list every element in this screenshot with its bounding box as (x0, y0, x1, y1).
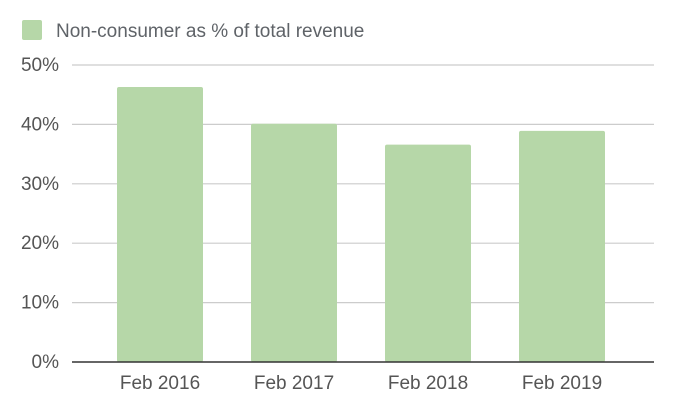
legend-swatch (22, 20, 42, 40)
y-tick-label: 10% (21, 293, 59, 314)
y-tick-label: 30% (21, 174, 59, 195)
y-tick-label: 20% (21, 233, 59, 254)
bar-feb-2018 (385, 144, 471, 362)
tick-labels: 0% 10% 20% 30% 40% 50% Feb 2016 Feb 2017 Feb 201… (21, 55, 602, 394)
y-tick-label: 0% (32, 352, 60, 373)
x-tick-label: Feb 2019 (522, 373, 602, 394)
bars (117, 86, 605, 362)
legend: Non-consumer as % of total revenue (22, 20, 364, 42)
y-tick-label: 40% (21, 114, 59, 135)
x-tick-label: Feb 2018 (388, 373, 468, 394)
y-tick-label: 50% (21, 55, 59, 76)
bar-feb-2019 (519, 130, 605, 362)
legend-label: Non-consumer as % of total revenue (56, 21, 364, 42)
x-tick-label: Feb 2016 (120, 373, 200, 394)
x-tick-label: Feb 2017 (254, 373, 334, 394)
bar-feb-2016 (117, 86, 203, 362)
bar-feb-2017 (251, 123, 337, 362)
